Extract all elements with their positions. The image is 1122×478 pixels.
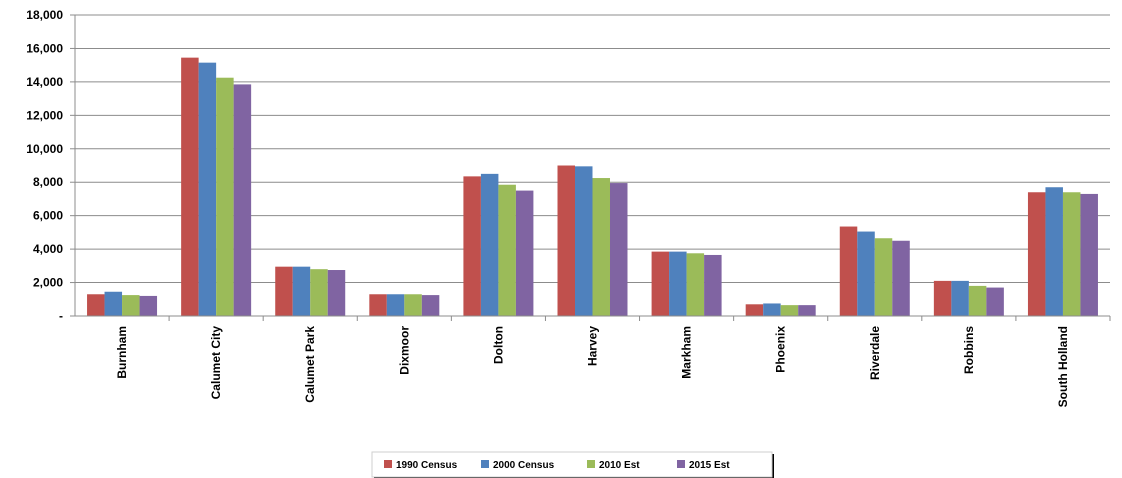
x-tick-label: Harvey xyxy=(586,326,600,366)
bar xyxy=(557,165,575,316)
bar xyxy=(651,251,670,316)
y-tick-label: 18,000 xyxy=(26,8,63,22)
legend-swatch xyxy=(384,460,392,468)
bar xyxy=(139,295,158,316)
bar xyxy=(986,287,1004,316)
bar xyxy=(763,303,781,316)
bar xyxy=(874,238,893,316)
bar xyxy=(386,294,405,316)
bar xyxy=(1080,193,1098,316)
legend-label: 1990 Census xyxy=(396,460,458,471)
bar xyxy=(686,253,705,316)
bar xyxy=(181,57,199,317)
bar xyxy=(216,77,234,316)
bar xyxy=(951,280,969,316)
bar xyxy=(704,254,722,316)
y-tick-label: 6,000 xyxy=(33,209,63,223)
bar xyxy=(122,295,140,316)
bar xyxy=(745,304,764,316)
legend-swatch xyxy=(587,460,595,468)
legend-label: 2015 Est xyxy=(689,460,730,471)
y-tick-label: 12,000 xyxy=(26,108,63,122)
bar xyxy=(515,190,534,316)
bar xyxy=(1062,192,1081,316)
x-tick-label: Robbins xyxy=(962,326,976,374)
bar xyxy=(498,184,516,316)
bar xyxy=(198,62,217,317)
x-tick-label: Dolton xyxy=(491,326,505,364)
bar xyxy=(275,266,293,316)
x-tick-label: Markham xyxy=(680,326,694,379)
bar xyxy=(798,305,816,316)
bar xyxy=(87,294,105,316)
x-tick-label: Burnham xyxy=(115,326,129,379)
bar xyxy=(610,183,628,316)
bar xyxy=(310,269,328,316)
legend-swatch xyxy=(677,460,685,468)
bar xyxy=(780,305,799,316)
bar xyxy=(327,270,346,316)
legend-box xyxy=(371,451,773,478)
bar xyxy=(233,84,252,317)
bar xyxy=(480,173,499,316)
bar xyxy=(421,295,440,316)
bar xyxy=(463,176,481,316)
bars xyxy=(87,57,1098,317)
bar xyxy=(104,291,123,316)
bar xyxy=(592,178,610,316)
bar xyxy=(892,240,910,316)
legend-label: 2010 Est xyxy=(599,460,640,471)
bar xyxy=(857,231,875,316)
x-tick-label: Riverdale xyxy=(868,326,882,380)
x-tick-label: South Holland xyxy=(1056,326,1070,407)
x-axis: Burnham Calumet City Calumet Park Dixmoor Do… xyxy=(75,315,1111,407)
y-axis: - 2,000 4,000 6,000 8,000 10,000 12,000 14,000 1… xyxy=(26,8,76,323)
bar xyxy=(369,294,387,316)
legend: 1990 Census 2000 Census 2010 Est 2015 Est xyxy=(371,451,774,478)
bar xyxy=(933,280,952,316)
x-tick-label: Calumet Park xyxy=(303,326,317,403)
y-tick-label: 16,000 xyxy=(26,41,63,55)
y-tick-label: 2,000 xyxy=(33,276,63,290)
y-tick-label: 14,000 xyxy=(26,75,63,89)
bar xyxy=(292,266,311,316)
x-tick-label: Phoenix xyxy=(774,326,788,373)
bar xyxy=(968,285,987,316)
y-tick-label: 10,000 xyxy=(26,142,63,156)
y-tick-label: 4,000 xyxy=(33,242,63,256)
bar xyxy=(404,294,422,316)
x-tick-label: Dixmoor xyxy=(397,326,411,375)
legend-swatch xyxy=(481,460,489,468)
bar xyxy=(575,166,593,316)
y-tick-label: 8,000 xyxy=(33,175,63,189)
bar xyxy=(839,226,858,316)
bar xyxy=(669,251,687,316)
bar xyxy=(1045,187,1063,316)
y-tick-label: - xyxy=(59,309,63,323)
legend-label: 2000 Census xyxy=(493,460,555,471)
x-tick-label: Calumet City xyxy=(209,326,223,400)
bar xyxy=(1027,192,1046,316)
